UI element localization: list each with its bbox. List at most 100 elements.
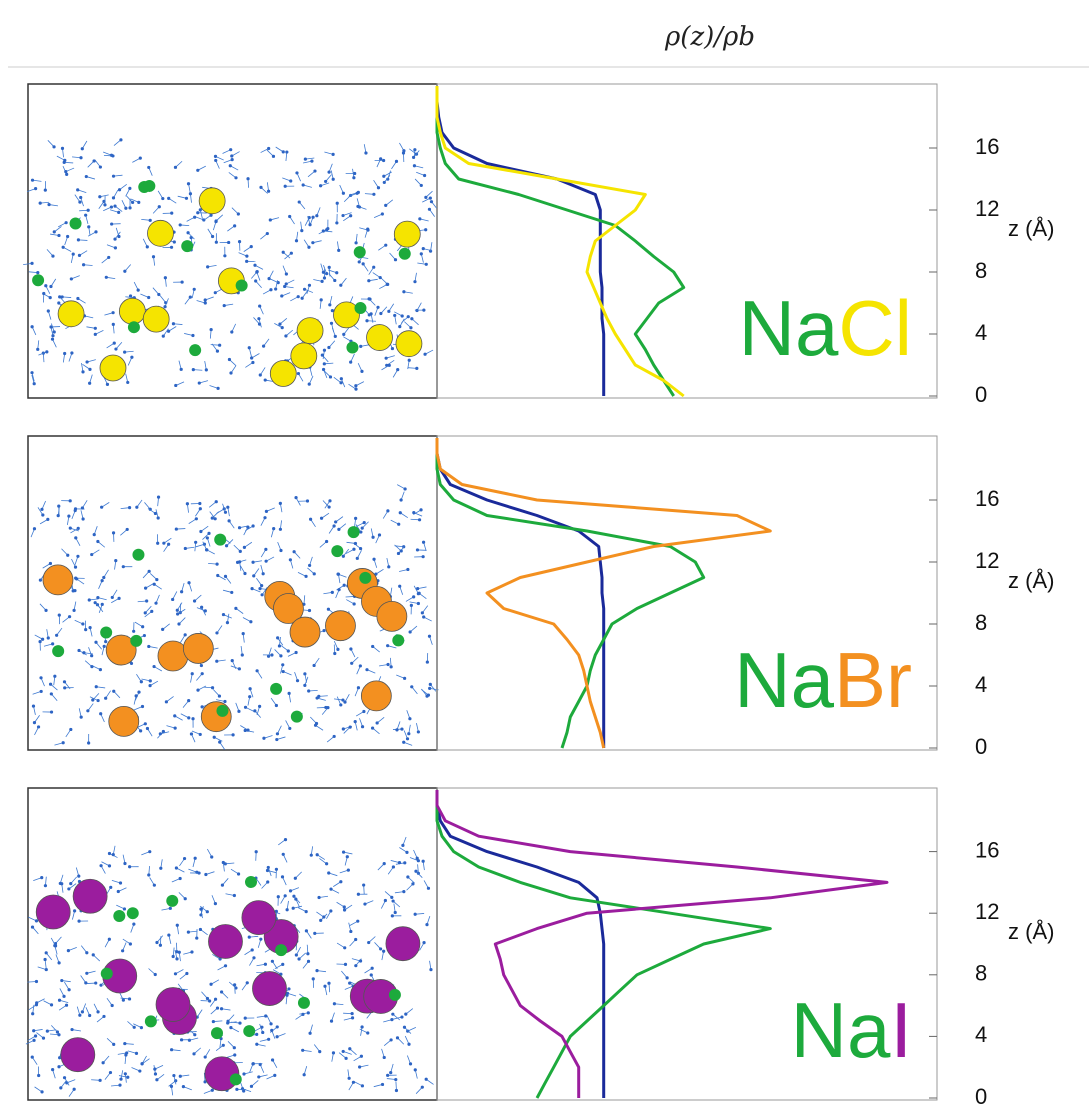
water-atom — [410, 604, 413, 607]
water-atom — [187, 699, 190, 702]
water-atom — [42, 292, 45, 295]
water-atom — [349, 930, 352, 933]
water-atom — [103, 203, 106, 206]
water-atom — [78, 1014, 81, 1017]
water-atom — [139, 729, 142, 732]
water-atom — [216, 387, 219, 390]
cation — [181, 240, 193, 252]
water-atom — [422, 615, 425, 618]
water-atom — [274, 287, 277, 290]
anion — [291, 343, 317, 369]
water-atom — [284, 838, 287, 841]
water-atom — [153, 1068, 156, 1071]
water-atom — [362, 710, 365, 713]
water-atom — [70, 351, 73, 354]
water-atom — [343, 946, 346, 949]
water-atom — [260, 584, 263, 587]
water-atom — [77, 875, 80, 878]
water-atom — [323, 276, 326, 279]
water-atom — [155, 1078, 158, 1081]
water-atom — [300, 229, 303, 232]
water-atom — [229, 1026, 232, 1029]
water-atom — [429, 197, 432, 200]
water-atom — [67, 514, 70, 517]
water-atom — [73, 1088, 76, 1091]
water-atom — [255, 1033, 258, 1036]
water-atom — [138, 1069, 141, 1072]
water-atom — [381, 212, 384, 215]
water-atom — [117, 890, 120, 893]
water-atom — [56, 1030, 59, 1033]
water-atom — [44, 884, 47, 887]
water-atom — [112, 531, 115, 534]
water-atom — [344, 963, 347, 966]
water-atom — [365, 668, 368, 671]
water-atom — [130, 356, 133, 359]
water-atom — [126, 528, 129, 531]
water-atom — [423, 353, 426, 356]
water-atom — [192, 1052, 195, 1055]
density-line — [437, 790, 604, 1098]
water-atom — [51, 338, 54, 341]
water-atom — [50, 1003, 53, 1006]
cation — [359, 572, 371, 584]
water-atom — [82, 651, 85, 654]
anion — [36, 895, 70, 929]
water-atom — [96, 540, 99, 543]
water-atom — [330, 322, 333, 325]
water-atom — [296, 679, 299, 682]
water-atom — [399, 511, 402, 514]
water-atom — [382, 175, 385, 178]
water-atom — [77, 238, 80, 241]
water-atom — [234, 176, 237, 179]
water-atom — [366, 228, 369, 231]
water-atom — [290, 252, 293, 255]
water-atom — [354, 542, 357, 545]
water-atom — [342, 192, 345, 195]
water-atom — [379, 947, 382, 950]
water-atom — [386, 509, 389, 512]
water-atom — [80, 716, 83, 719]
water-atom — [430, 200, 433, 203]
water-atom — [157, 293, 160, 296]
water-atom — [238, 560, 241, 563]
water-atom — [267, 190, 270, 193]
cation — [113, 910, 125, 922]
water-atom — [46, 1029, 49, 1032]
water-atom — [74, 566, 77, 569]
water-atom — [356, 920, 359, 923]
water-atom — [287, 987, 290, 990]
water-atom — [424, 228, 427, 231]
water-atom — [265, 510, 268, 513]
water-atom — [45, 968, 48, 971]
water-atom — [131, 201, 134, 204]
water-atom — [348, 1047, 351, 1050]
water-atom — [402, 890, 405, 893]
water-atom — [317, 695, 320, 698]
water-atom — [333, 279, 336, 282]
water-atom — [84, 981, 87, 984]
water-atom — [402, 151, 405, 154]
anion — [325, 611, 355, 641]
cation — [214, 534, 226, 546]
water-atom — [129, 294, 132, 297]
cation — [354, 302, 366, 314]
water-atom — [260, 1026, 263, 1029]
water-atom — [58, 999, 61, 1002]
water-atom — [165, 700, 168, 703]
water-atom — [400, 498, 403, 501]
water-atom — [90, 553, 93, 556]
cation — [211, 1027, 223, 1039]
water-atom — [198, 381, 201, 384]
water-atom — [128, 187, 131, 190]
water-atom — [235, 1088, 238, 1091]
salt-label-part: Br — [834, 636, 912, 724]
water-atom — [342, 851, 345, 854]
z-tick-label: 0 — [975, 1084, 987, 1109]
water-atom — [403, 861, 406, 864]
water-atom — [92, 159, 95, 162]
cation — [348, 526, 360, 538]
water-atom — [215, 500, 218, 503]
z-tick-label: 4 — [975, 320, 987, 345]
water-atom — [251, 361, 254, 364]
